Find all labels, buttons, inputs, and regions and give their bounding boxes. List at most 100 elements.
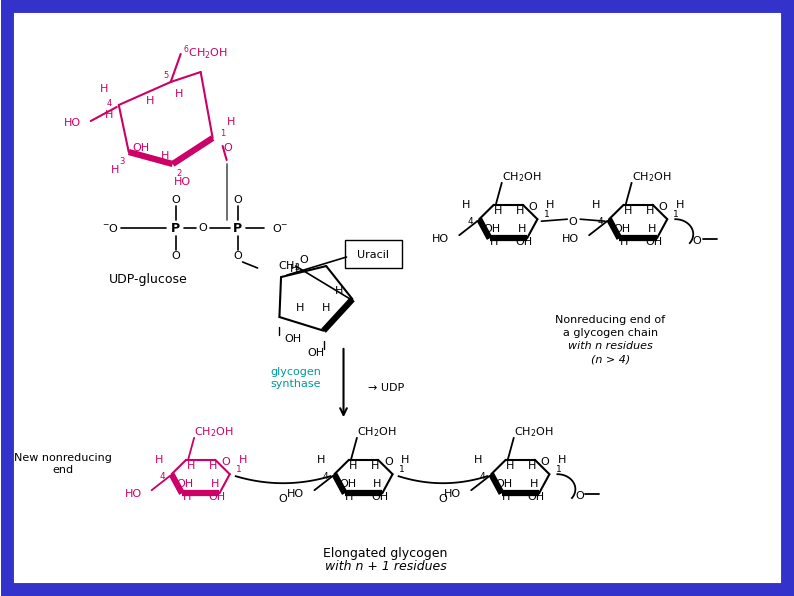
Text: P: P xyxy=(172,222,180,234)
Text: H: H xyxy=(528,461,537,471)
Text: H: H xyxy=(462,200,470,210)
Text: H: H xyxy=(322,303,331,313)
Text: CH$_2$OH: CH$_2$OH xyxy=(514,425,553,439)
Text: 1: 1 xyxy=(556,465,561,474)
Text: P: P xyxy=(233,222,242,234)
Text: O: O xyxy=(575,491,584,501)
Text: H: H xyxy=(373,479,382,489)
Text: H: H xyxy=(154,455,163,465)
Text: HO: HO xyxy=(287,489,304,499)
Text: OH: OH xyxy=(208,492,225,502)
Text: H: H xyxy=(490,237,499,247)
Text: H: H xyxy=(518,224,526,234)
Text: H: H xyxy=(372,461,380,471)
Text: O: O xyxy=(221,457,229,467)
Text: 2: 2 xyxy=(176,169,181,178)
Text: 4: 4 xyxy=(597,217,603,226)
Text: H: H xyxy=(226,117,235,127)
Text: CH$_2$OH: CH$_2$OH xyxy=(195,425,234,439)
Text: OH: OH xyxy=(371,492,388,502)
Text: H: H xyxy=(620,237,628,247)
Text: a glycogen chain: a glycogen chain xyxy=(563,328,657,338)
Text: OH: OH xyxy=(516,237,533,247)
Text: OH: OH xyxy=(307,347,324,358)
FancyBboxPatch shape xyxy=(345,240,403,268)
Text: O: O xyxy=(529,202,538,212)
Text: H: H xyxy=(290,264,299,274)
Text: OH: OH xyxy=(614,224,630,234)
Text: 1: 1 xyxy=(673,210,679,219)
Text: HO: HO xyxy=(562,234,579,244)
Text: HO: HO xyxy=(444,489,461,499)
Text: 1: 1 xyxy=(399,465,404,474)
Text: H: H xyxy=(238,455,247,465)
Text: Uracil: Uracil xyxy=(357,250,390,260)
Text: OH: OH xyxy=(132,143,149,153)
Text: CH$_2$: CH$_2$ xyxy=(278,259,300,273)
Text: O: O xyxy=(658,202,668,212)
Text: H: H xyxy=(349,461,357,471)
Text: HO: HO xyxy=(125,489,141,499)
Text: with n + 1 residues: with n + 1 residues xyxy=(325,560,446,573)
Text: H: H xyxy=(105,110,113,120)
Text: H: H xyxy=(183,492,191,502)
Text: CH$_2$OH: CH$_2$OH xyxy=(502,170,542,184)
Text: 1: 1 xyxy=(220,129,225,138)
Text: H: H xyxy=(175,89,183,99)
Text: O: O xyxy=(279,494,287,504)
Text: OH: OH xyxy=(339,479,356,489)
Text: glycogen
synthase: glycogen synthase xyxy=(270,367,321,389)
Text: OH: OH xyxy=(646,237,663,247)
Text: with n residues: with n residues xyxy=(568,341,653,351)
Text: H: H xyxy=(530,479,538,489)
Text: H: H xyxy=(110,165,119,175)
Text: → UDP: → UDP xyxy=(368,383,405,393)
Text: UDP-glucose: UDP-glucose xyxy=(110,274,188,287)
Text: H: H xyxy=(145,96,154,106)
Text: H: H xyxy=(187,461,195,471)
Text: OH: OH xyxy=(528,492,545,502)
Text: OH: OH xyxy=(495,479,513,489)
Text: 4: 4 xyxy=(106,98,111,107)
Text: H: H xyxy=(646,206,654,216)
Text: O: O xyxy=(223,143,232,153)
Text: H: H xyxy=(592,200,600,210)
Text: O: O xyxy=(541,457,549,467)
Text: H: H xyxy=(494,206,503,216)
Text: H: H xyxy=(502,492,511,502)
Text: 4: 4 xyxy=(480,471,485,481)
Text: H: H xyxy=(335,286,344,296)
Text: H: H xyxy=(209,461,217,471)
Text: OH: OH xyxy=(484,224,501,234)
Text: H: H xyxy=(648,224,657,234)
Text: O: O xyxy=(172,251,180,261)
Text: 4: 4 xyxy=(322,471,328,481)
Text: O: O xyxy=(384,457,393,467)
Text: OH: OH xyxy=(176,479,193,489)
Text: H: H xyxy=(676,200,684,210)
Text: $^{6}$CH$_2$OH: $^{6}$CH$_2$OH xyxy=(183,44,228,63)
Text: H: H xyxy=(318,455,326,465)
Text: H: H xyxy=(160,151,169,161)
Text: Nonreducing end of: Nonreducing end of xyxy=(555,315,665,325)
Text: O: O xyxy=(569,217,577,227)
Text: H: H xyxy=(546,200,554,210)
Text: O: O xyxy=(693,236,702,246)
Text: 5: 5 xyxy=(163,72,168,80)
Text: HO: HO xyxy=(174,177,191,187)
Text: H: H xyxy=(296,303,305,313)
Text: H: H xyxy=(210,479,219,489)
Text: O: O xyxy=(172,195,180,205)
Text: H: H xyxy=(506,461,515,471)
Text: New nonreducing
end: New nonreducing end xyxy=(13,453,112,475)
Text: O: O xyxy=(198,223,207,233)
Text: HO: HO xyxy=(432,234,449,244)
Text: OH: OH xyxy=(285,334,302,344)
Text: H: H xyxy=(474,455,483,465)
Text: H: H xyxy=(516,206,525,216)
Text: 4: 4 xyxy=(160,471,165,481)
Text: 3: 3 xyxy=(119,157,125,166)
Text: (n > 4): (n > 4) xyxy=(591,354,630,364)
Text: CH$_2$OH: CH$_2$OH xyxy=(632,170,672,184)
Text: H: H xyxy=(99,84,108,94)
